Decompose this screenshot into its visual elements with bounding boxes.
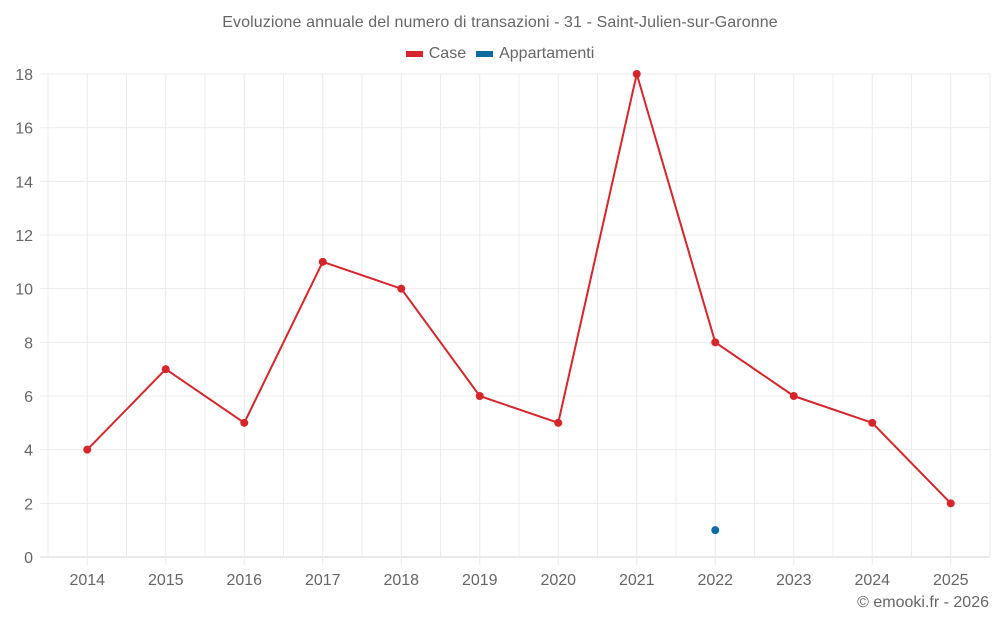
- x-tick-label: 2019: [462, 572, 498, 589]
- chart-legend: Case Appartamenti: [0, 45, 1000, 63]
- legend-swatch-appartamenti-icon: [476, 51, 494, 57]
- y-tick-label: 8: [24, 335, 33, 352]
- data-point-case: [161, 365, 170, 374]
- x-tick-label: 2015: [148, 572, 184, 589]
- legend-label-case: Case: [428, 45, 467, 62]
- series-line-case: [86, 73, 952, 505]
- y-tick-label: 2: [24, 496, 33, 513]
- data-point-case: [946, 499, 955, 508]
- copyright-credit: © emooki.fr - 2026: [857, 594, 989, 611]
- y-tick-label: 0: [24, 550, 33, 567]
- x-tick-label: 2018: [383, 572, 419, 589]
- x-tick-label: 2025: [933, 572, 969, 589]
- x-tick-label: 2023: [776, 572, 812, 589]
- x-tick-label: 2017: [305, 572, 341, 589]
- data-point-case: [83, 445, 92, 454]
- x-tick-label: 2020: [540, 572, 576, 589]
- x-tick-label: 2022: [697, 572, 733, 589]
- data-point-case: [318, 257, 327, 266]
- x-tick-label: 2024: [854, 572, 890, 589]
- y-tick-label: 14: [15, 174, 33, 191]
- legend-item-appartamenti[interactable]: Appartamenti: [476, 45, 594, 63]
- legend-swatch-case-icon: [405, 51, 423, 57]
- data-point-appartamenti: [711, 526, 720, 535]
- y-tick-label: 10: [15, 282, 33, 299]
- chart-title: Evoluzione annuale del numero di transaz…: [222, 14, 778, 31]
- data-point-case: [554, 418, 563, 427]
- data-point-case: [632, 70, 641, 78]
- x-tick-label: 2016: [226, 572, 262, 589]
- data-point-case: [711, 338, 720, 347]
- y-tick-label: 12: [15, 228, 33, 245]
- data-point-case: [789, 392, 798, 400]
- x-tick-label: 2014: [69, 572, 105, 589]
- data-point-case: [397, 284, 406, 293]
- legend-label-appartamenti: Appartamenti: [499, 45, 595, 62]
- data-point-case: [240, 418, 249, 427]
- y-tick-label: 4: [24, 443, 33, 460]
- y-tick-label: 16: [15, 121, 33, 138]
- data-point-case: [475, 392, 484, 400]
- data-point-case: [868, 418, 877, 427]
- legend-item-case[interactable]: Case: [405, 45, 467, 63]
- y-tick-label: 18: [15, 67, 33, 84]
- x-tick-label: 2021: [619, 572, 655, 589]
- y-tick-label: 6: [24, 389, 33, 406]
